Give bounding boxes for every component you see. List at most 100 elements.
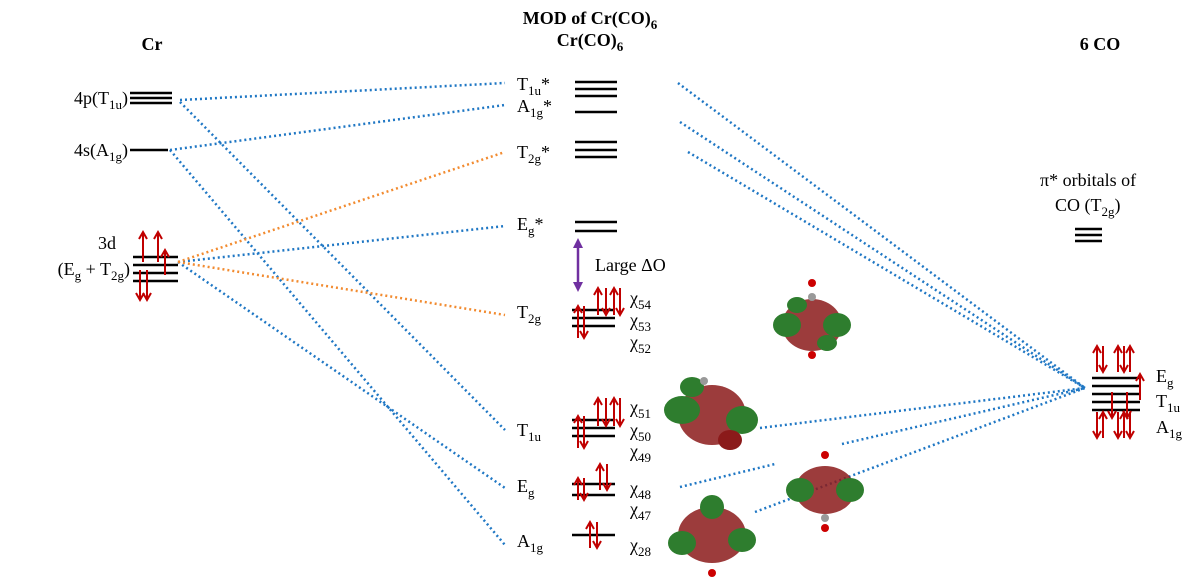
label-part: T <box>517 142 528 162</box>
orbital-label: 4s(A1g) <box>74 140 128 164</box>
label-part: 3d <box>98 233 116 253</box>
correlation-line <box>180 83 505 100</box>
column-header: Cr <box>142 34 163 54</box>
orbital-label: 3d <box>98 233 116 253</box>
label-part: ) <box>1115 195 1121 216</box>
subscript: 6 <box>617 39 624 54</box>
correlation-line <box>180 102 505 430</box>
correlation-line <box>680 464 775 487</box>
orbital-label: (Eg + T2g) <box>58 259 130 283</box>
correlation-line <box>178 262 505 488</box>
correlation-line <box>688 152 1085 388</box>
ligand-label: CO (T2g) <box>1055 195 1121 219</box>
correlation-line <box>760 388 1085 428</box>
label-part: * <box>541 74 550 94</box>
orbital-label: 4p(T1u) <box>74 88 128 112</box>
column-header: 6 CO <box>1080 34 1121 54</box>
subscript: g <box>528 485 535 500</box>
subscript: 28 <box>638 544 651 559</box>
ligand-label: T1u <box>1156 391 1181 415</box>
correlation-line <box>178 152 505 262</box>
label-part: ) <box>122 88 128 109</box>
subscript: 49 <box>638 450 651 465</box>
subscript: 2g <box>1102 204 1116 219</box>
subscript: 48 <box>638 487 651 502</box>
subscript: 50 <box>638 429 651 444</box>
diagram-title: MOD of Cr(CO)6 <box>523 8 658 32</box>
mo-label: A1g* <box>517 96 552 120</box>
subscript: 47 <box>638 508 652 523</box>
label-part: ) <box>122 140 128 161</box>
subscript: 1u <box>528 429 542 444</box>
subscript: 1g <box>530 540 544 555</box>
subscript: g <box>1167 375 1174 390</box>
ligand-label: π* orbitals of <box>1040 170 1136 190</box>
mo-label: T1u <box>517 420 542 444</box>
subscript: 1g <box>1169 426 1183 441</box>
subscript: 53 <box>638 319 651 334</box>
arrow-head <box>573 282 583 292</box>
label-part: Cr(CO) <box>557 30 617 51</box>
label-part: χ <box>629 499 638 519</box>
subscript: 1g <box>530 105 544 120</box>
label-part: χ <box>629 288 638 308</box>
correlation-line <box>842 388 1085 444</box>
mo-diagram: MOD of Cr(CO)6Cr(CO)6Cr6 CO4p(T1u)4s(A1g… <box>0 0 1188 585</box>
subscript: 2g <box>528 311 542 326</box>
mo-index: χ47 <box>629 499 652 523</box>
subscript: 2g <box>111 268 125 283</box>
molecule <box>773 279 851 359</box>
subscript: 52 <box>638 341 651 356</box>
label-part: T <box>517 74 528 94</box>
ligand-label: A1g <box>1156 417 1183 441</box>
subscript: 6 <box>651 17 658 32</box>
correlation-line <box>178 262 505 315</box>
subscript: 1u <box>109 97 123 112</box>
label-part: (E <box>58 259 75 280</box>
label-part: χ <box>629 441 638 461</box>
splitting-label: Large ΔO <box>595 255 666 275</box>
diagram-subtitle: Cr(CO)6 <box>557 30 624 54</box>
molecule <box>664 377 758 450</box>
mo-index: χ52 <box>629 332 651 356</box>
mo-label: T2g* <box>517 142 550 166</box>
correlation-line <box>170 105 505 150</box>
label-part: T <box>517 420 528 440</box>
mo-index: χ54 <box>629 288 652 312</box>
label-part: χ <box>629 478 638 498</box>
subscript: 51 <box>638 406 651 421</box>
label-part: 4p(T <box>74 88 109 109</box>
label-part: E <box>517 476 528 496</box>
label-part: + T <box>81 259 111 279</box>
label-part: MOD of Cr(CO) <box>523 8 651 29</box>
label-part: E <box>517 214 528 234</box>
label-part: χ <box>629 310 638 330</box>
subscript: 1g <box>109 149 123 164</box>
label-part: χ <box>629 535 638 555</box>
mo-index: χ49 <box>629 441 651 465</box>
arrow-head <box>573 238 583 248</box>
label-part: A <box>517 96 530 116</box>
label-part: T <box>1156 391 1167 411</box>
correlation-line <box>680 122 1085 388</box>
correlation-line <box>678 83 1085 388</box>
molecule <box>668 495 756 577</box>
mo-index: χ53 <box>629 310 651 334</box>
label-part: ) <box>124 259 130 280</box>
label-part: A <box>517 531 530 551</box>
label-part: 4s(A <box>74 140 109 161</box>
label-part: * <box>541 142 550 162</box>
label-part: π* orbitals of <box>1040 170 1136 190</box>
molecule-images <box>664 279 864 577</box>
label-part: χ <box>629 397 638 417</box>
correlation-line <box>170 150 505 545</box>
label-part: E <box>1156 366 1167 386</box>
label-part: CO (T <box>1055 195 1102 216</box>
correlation-line <box>178 226 505 262</box>
mo-label: T1u* <box>517 74 550 98</box>
subscript: 2g <box>528 151 542 166</box>
mo-label: Eg* <box>517 214 544 238</box>
ligand-label: Eg <box>1156 366 1174 390</box>
mo-index: χ51 <box>629 397 651 421</box>
mo-label: A1g <box>517 531 544 555</box>
